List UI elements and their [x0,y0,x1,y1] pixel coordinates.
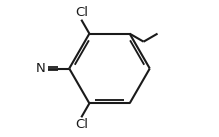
Text: Cl: Cl [75,118,88,131]
Text: N: N [35,62,45,75]
Text: Cl: Cl [75,6,88,19]
